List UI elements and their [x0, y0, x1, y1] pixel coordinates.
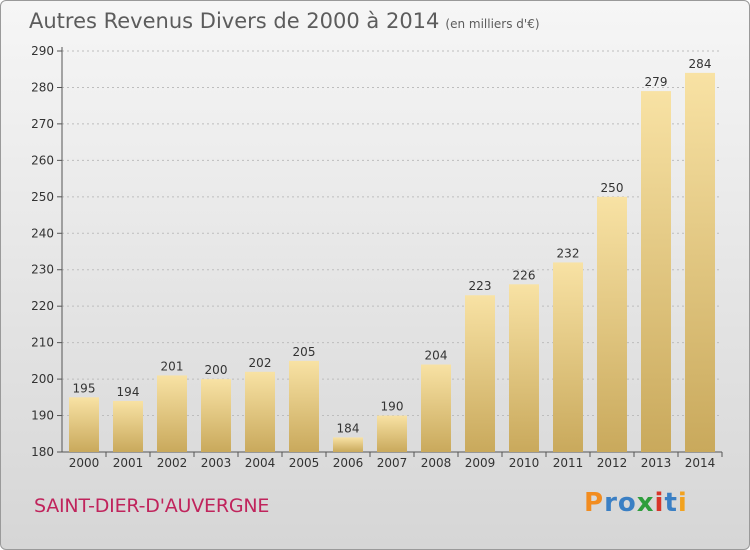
y-tick-label: 280 — [31, 80, 54, 94]
data-label: 194 — [117, 385, 140, 399]
data-label: 279 — [645, 75, 668, 89]
logo-letter: o — [617, 488, 637, 518]
bar — [421, 364, 451, 452]
y-tick-label: 200 — [31, 372, 54, 386]
x-tick-label: 2012 — [597, 456, 628, 470]
bar — [685, 72, 715, 452]
bar — [333, 437, 363, 452]
logo-letter: r — [604, 488, 618, 518]
x-tick-label: 2001 — [113, 456, 144, 470]
x-tick-label: 2011 — [553, 456, 584, 470]
title-text: Autres Revenus Divers de 2000 à 2014 — [29, 9, 440, 33]
bar — [465, 295, 495, 452]
y-tick-label: 190 — [31, 409, 54, 423]
x-tick-label: 2010 — [509, 456, 540, 470]
bar — [69, 397, 99, 452]
data-label: 201 — [161, 359, 184, 373]
logo-letter: P — [584, 488, 605, 518]
x-tick-label: 2003 — [201, 456, 232, 470]
data-label: 226 — [513, 268, 536, 282]
data-label: 202 — [249, 356, 272, 370]
y-tick-label: 250 — [31, 190, 54, 204]
x-tick-label: 2006 — [333, 456, 364, 470]
bar — [641, 91, 671, 452]
logo-letter: i — [654, 488, 665, 518]
data-label: 184 — [337, 421, 360, 435]
logo-letter: x — [636, 488, 655, 518]
data-label: 232 — [557, 246, 580, 260]
x-tick-label: 2014 — [685, 456, 716, 470]
y-tick-label: 240 — [31, 226, 54, 240]
data-label: 284 — [689, 57, 712, 71]
commune-name: SAINT-DIER-D'AUVERGNE — [34, 495, 270, 517]
bar — [245, 371, 275, 452]
bar — [597, 196, 627, 452]
proxiti-logo: Proxiti — [584, 488, 688, 518]
x-tick-label: 2000 — [69, 456, 100, 470]
y-tick-label: 270 — [31, 117, 54, 131]
bar — [553, 262, 583, 452]
bar — [157, 375, 187, 452]
data-label: 200 — [205, 363, 228, 377]
bar — [509, 284, 539, 452]
data-label: 223 — [469, 279, 492, 293]
y-tick-label: 290 — [31, 44, 54, 58]
chart-title: Autres Revenus Divers de 2000 à 2014 (en … — [29, 9, 540, 33]
x-tick-label: 2004 — [245, 456, 276, 470]
data-label: 190 — [381, 400, 404, 414]
data-label: 205 — [293, 345, 316, 359]
data-label: 204 — [425, 349, 448, 363]
y-tick-label: 220 — [31, 299, 54, 313]
y-tick-label: 180 — [31, 445, 54, 459]
logo-letter: i — [677, 488, 688, 518]
y-tick-label: 210 — [31, 336, 54, 350]
y-tick-label: 230 — [31, 263, 54, 277]
x-tick-label: 2007 — [377, 456, 408, 470]
x-tick-label: 2008 — [421, 456, 452, 470]
data-label: 250 — [601, 181, 624, 195]
data-label: 195 — [73, 381, 96, 395]
bar — [377, 415, 407, 452]
x-tick-label: 2009 — [465, 456, 496, 470]
bar — [201, 379, 231, 452]
title-unit: (en milliers d'€) — [445, 17, 540, 31]
x-tick-label: 2002 — [157, 456, 188, 470]
bar — [113, 400, 143, 452]
x-tick-label: 2013 — [641, 456, 672, 470]
x-tick-label: 2005 — [289, 456, 320, 470]
bar — [289, 360, 319, 452]
logo-letter: t — [664, 488, 678, 518]
y-tick-label: 260 — [31, 153, 54, 167]
